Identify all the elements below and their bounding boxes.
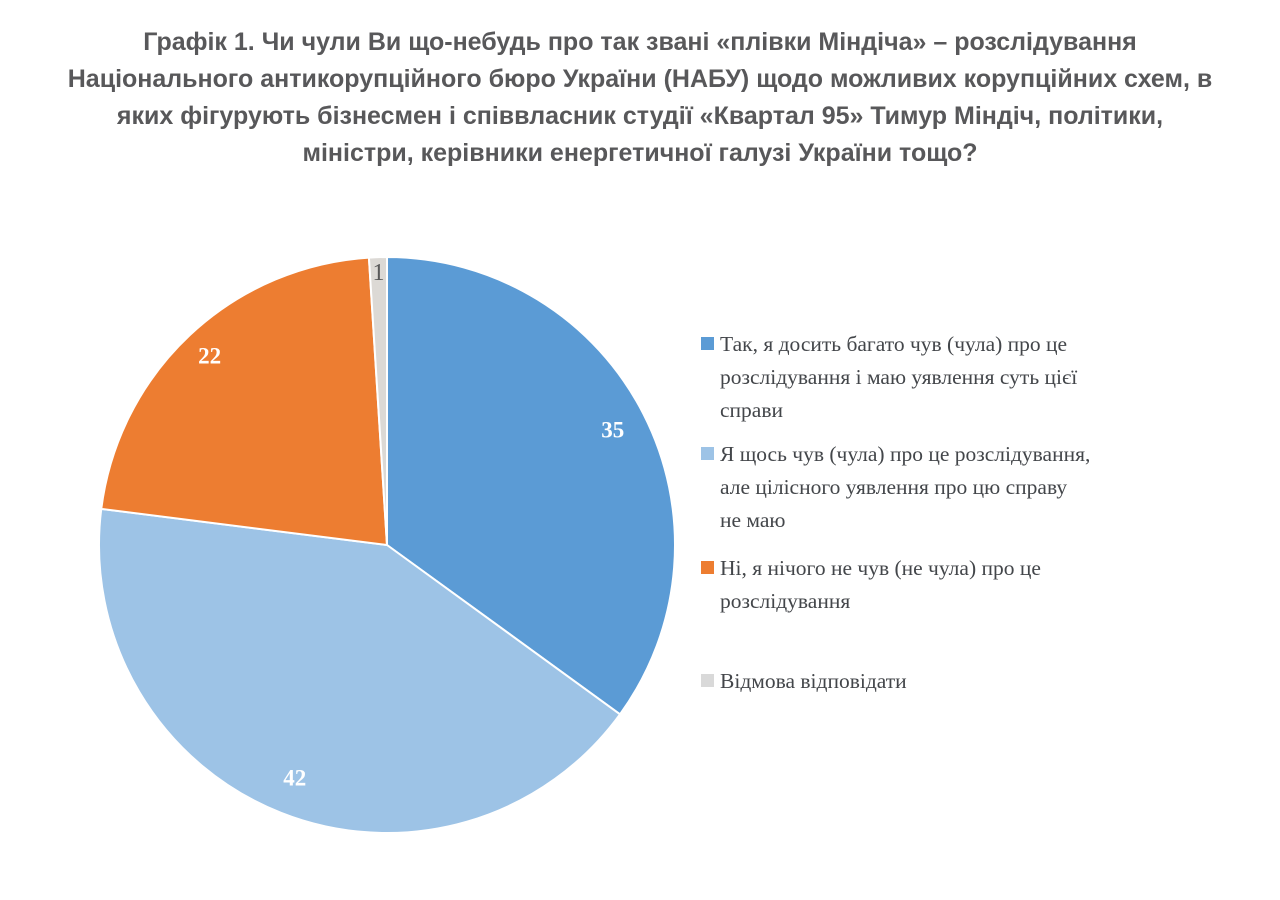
pie-slice-heard-nothing xyxy=(100,256,388,546)
legend-swatch-light-blue xyxy=(701,447,714,460)
chart-title: Графік 1. Чи чули Ви що-небудь про так з… xyxy=(67,28,1213,167)
legend-label: Так, я досить багато чув (чула) про це р… xyxy=(720,332,1078,422)
pie-data-label-heard-something: 42 xyxy=(283,766,306,791)
legend-label: Відмова відповідати xyxy=(720,669,907,693)
legend-item-heard-something: Я щось чув (чула) про це розслідування, … xyxy=(701,438,1090,537)
pie-chart-svg: 35 42 22 1 xyxy=(98,256,676,834)
legend-item-refused: Відмова відповідати xyxy=(701,665,907,698)
legend-item-heard-nothing: Ні, я нічого не чув (не чула) про це роз… xyxy=(701,552,1041,618)
legend-swatch-gray xyxy=(701,674,714,687)
legend-label: Я щось чув (чула) про це розслідування, … xyxy=(720,442,1091,532)
pie-slice-yes-heard-a-lot xyxy=(386,256,676,716)
pie-data-label-yes-heard-a-lot: 35 xyxy=(601,417,624,442)
legend-swatch-blue xyxy=(701,337,714,350)
legend-swatch-orange xyxy=(701,561,714,574)
pie-data-label-heard-nothing: 22 xyxy=(198,344,221,369)
pie-slice-heard-something xyxy=(98,507,621,834)
pie-slice-refused xyxy=(367,256,388,546)
pie-chart: 35 42 22 1 xyxy=(37,195,737,895)
legend-label: Ні, я нічого не чув (не чула) про це роз… xyxy=(720,556,1041,613)
pie-data-label-refused: 1 xyxy=(373,260,385,286)
chart-legend: Так, я досить багато чув (чула) про це р… xyxy=(701,0,1246,870)
legend-item-yes-heard-a-lot: Так, я досить багато чув (чула) про це р… xyxy=(701,328,1077,427)
